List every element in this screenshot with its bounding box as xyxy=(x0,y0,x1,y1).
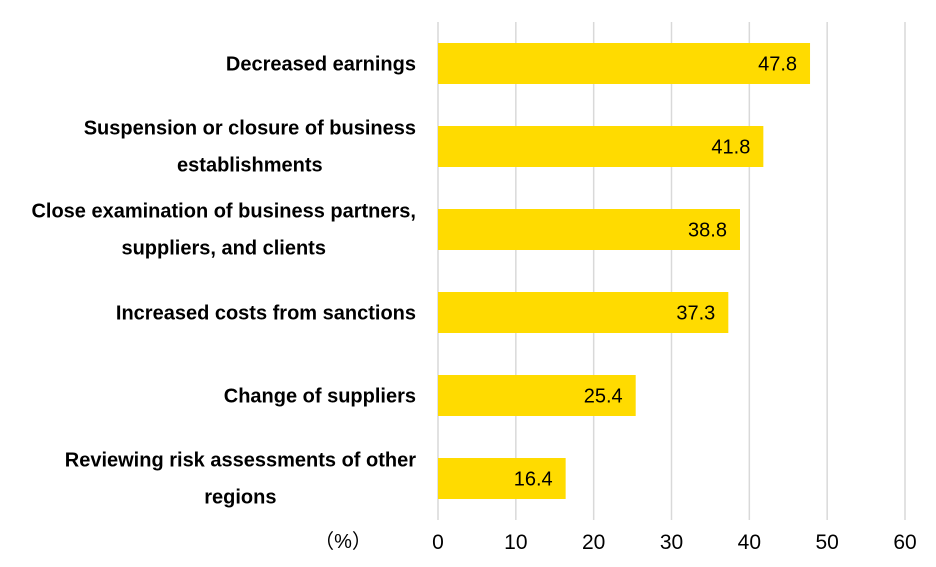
x-tick-label: 10 xyxy=(504,531,527,554)
category-label: Reviewing risk assessments of other regio… xyxy=(65,450,416,509)
category-label: Change of suppliers xyxy=(224,386,416,408)
x-tick-label: 60 xyxy=(893,531,916,554)
category-label-line: Close examination of business partners, xyxy=(31,201,416,223)
category-label-line: establishments xyxy=(177,155,323,177)
bar xyxy=(438,126,764,167)
category-label: Close examination of business partners, s… xyxy=(31,201,416,260)
value-label: 47.8 xyxy=(758,54,797,76)
category-label-line: regions xyxy=(204,487,276,509)
category-label-line: Suspension or closure of business xyxy=(84,118,416,140)
value-label: 37.3 xyxy=(676,303,715,325)
value-label: 16.4 xyxy=(514,469,553,491)
bar xyxy=(438,43,811,84)
x-tick-label: 0 xyxy=(432,531,444,554)
bars xyxy=(438,43,811,499)
category-label: Decreased earnings xyxy=(226,54,416,76)
x-axis-ticks: 0 10 20 30 40 50 60 xyxy=(432,531,917,554)
bar xyxy=(438,375,636,416)
bar xyxy=(438,458,566,499)
category-label-line: Change of suppliers xyxy=(224,386,416,408)
category-label-line: Increased costs from sanctions xyxy=(116,303,416,325)
x-tick-label: 20 xyxy=(582,531,605,554)
value-label: 25.4 xyxy=(584,386,623,408)
category-label: Suspension or closure of business establi… xyxy=(84,118,416,177)
unit-label: （%） xyxy=(314,530,372,553)
gridlines xyxy=(437,22,906,520)
bar xyxy=(438,209,740,250)
value-labels: 47.8 41.8 38.8 37.3 25.4 16.4 xyxy=(514,54,797,491)
bar xyxy=(438,292,729,333)
value-label: 41.8 xyxy=(711,137,750,159)
x-tick-label: 50 xyxy=(815,531,838,554)
category-labels: Decreased earnings Suspension or closure … xyxy=(31,54,416,509)
value-label: 38.8 xyxy=(688,220,727,242)
category-label-line: Decreased earnings xyxy=(226,54,416,76)
x-tick-label: 40 xyxy=(738,531,761,554)
category-label-line: Reviewing risk assessments of other xyxy=(65,450,416,472)
category-label: Increased costs from sanctions xyxy=(116,303,416,325)
category-label-line: suppliers, and clients xyxy=(121,238,326,260)
x-tick-label: 30 xyxy=(660,531,683,554)
